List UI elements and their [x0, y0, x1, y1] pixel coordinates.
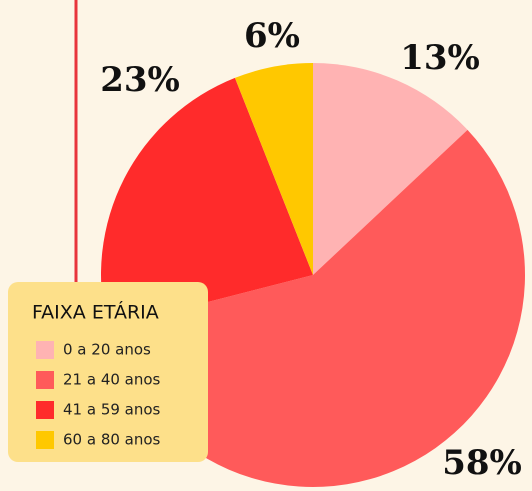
- value-labels: 13% 58% 23% 6%: [100, 16, 522, 483]
- legend-swatch: [36, 371, 54, 389]
- legend-title: FAIXA ETÁRIA: [32, 301, 159, 324]
- legend-label: 21 a 40 anos: [63, 371, 161, 389]
- pie-slice: [101, 77, 314, 328]
- pie: [101, 63, 525, 487]
- value-label: 58%: [442, 443, 522, 483]
- legend-label: 0 a 20 anos: [63, 341, 151, 359]
- legend: 0 a 20 anos 21 a 40 anos 41 a 59 anos 60 a …: [36, 341, 161, 449]
- legend-swatch: [36, 341, 54, 359]
- legend-label: 41 a 59 anos: [63, 401, 161, 419]
- pie-slice: [107, 129, 525, 487]
- legend-swatch: [36, 431, 54, 449]
- legend-swatch: [36, 401, 54, 419]
- legend-box: [8, 282, 208, 462]
- pie-slice: [234, 63, 313, 275]
- value-label: 23%: [100, 60, 180, 100]
- pie-slice: [313, 63, 468, 275]
- value-label: 13%: [400, 38, 480, 78]
- legend-label: 60 a 80 anos: [63, 431, 161, 449]
- value-label: 6%: [244, 16, 300, 56]
